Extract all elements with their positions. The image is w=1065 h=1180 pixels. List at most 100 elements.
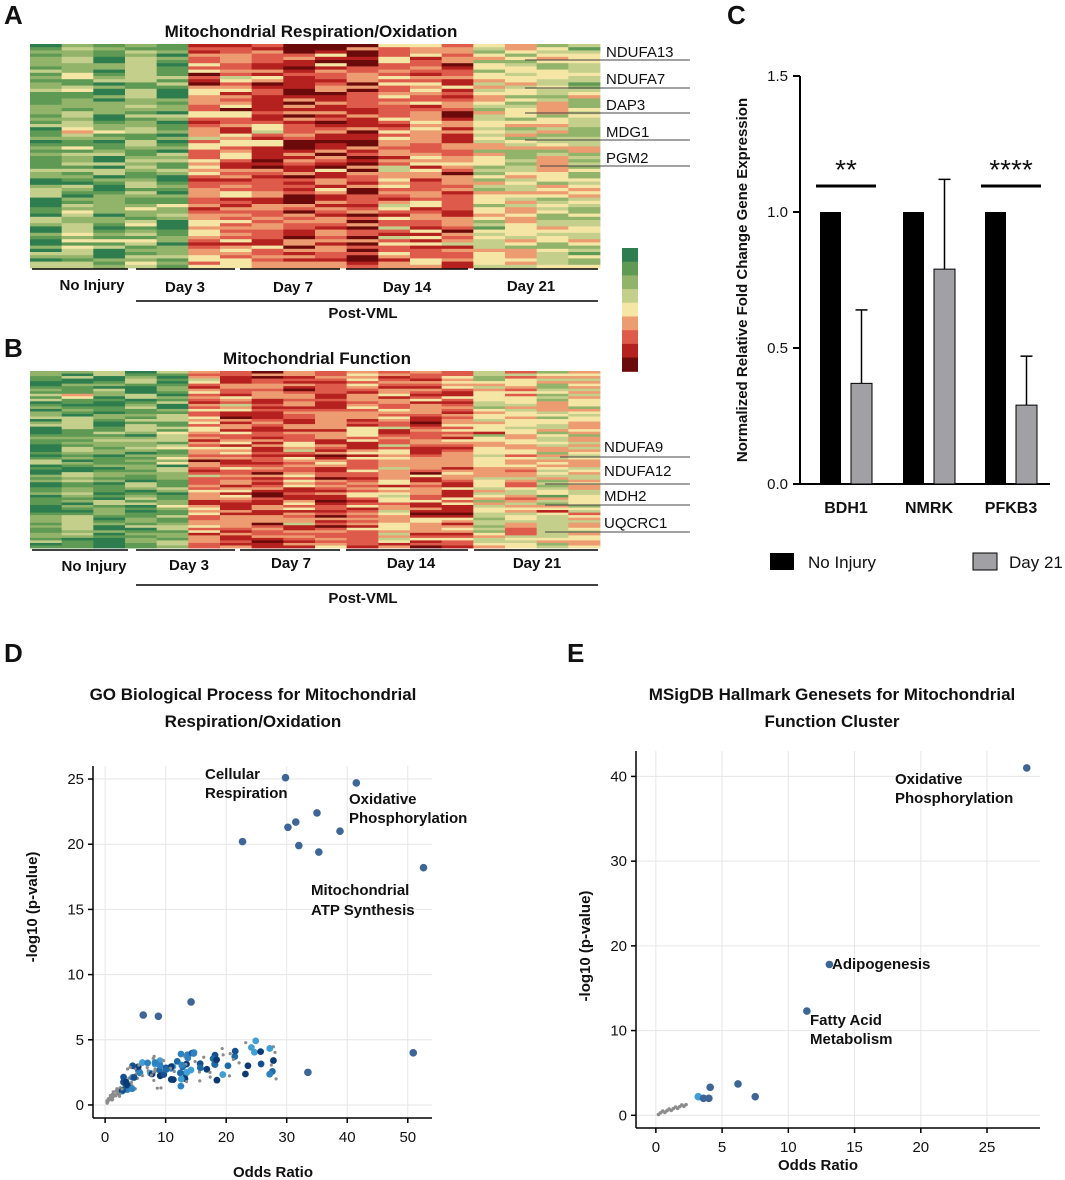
heatmap-a-cell (410, 117, 443, 122)
heatmap-a-cell (346, 69, 379, 74)
heatmap-b-cell (378, 540, 411, 544)
heatmap-a-cell (473, 92, 506, 96)
heatmap-a-cell (536, 220, 569, 224)
scatter-d-background-point (130, 1074, 138, 1081)
heatmap-a-cell (61, 264, 94, 269)
heatmap-b-cell (251, 446, 284, 450)
heatmap-b-cell (220, 542, 253, 546)
heatmap-b-cell (30, 515, 63, 519)
heatmap-b-cell (536, 494, 569, 498)
heatmap-a-cell (441, 149, 474, 154)
bar-no-injury-pfkb3 (985, 212, 1006, 484)
heatmap-a-cell (473, 232, 506, 237)
heatmap-a-cell (156, 98, 189, 102)
heatmap-a-cell (536, 60, 569, 64)
heatmap-b-cell (220, 512, 253, 516)
heatmap-a-cell (410, 124, 443, 128)
heatmap-b-cell (568, 429, 601, 433)
heatmap-b-cell (30, 434, 63, 438)
heatmap-a-cell (505, 172, 538, 176)
heatmap-b-cell (505, 474, 538, 478)
heatmap-a-cell (125, 261, 158, 266)
heatmap-a-cell (378, 200, 411, 205)
heatmap-a-cell (378, 261, 411, 266)
heatmap-a-cell (441, 47, 474, 51)
heatmap-b-cell (61, 477, 94, 481)
heatmap-b (30, 371, 601, 549)
scatter-e-annotation-fatty-acid-1: Fatty Acid (810, 1012, 882, 1029)
heatmap-b-cell (93, 487, 126, 491)
heatmap-b-cell (93, 419, 126, 422)
heatmap-b-cell (156, 378, 189, 382)
heatmap-b-cell (251, 522, 284, 526)
heatmap-a-cell (315, 248, 348, 253)
heatmap-b-cell (188, 388, 221, 392)
heatmap-b-cell (125, 419, 158, 422)
heatmap-b-cell (536, 386, 569, 390)
heatmap-b-cell (251, 419, 284, 422)
heatmap-a-cell (505, 156, 538, 160)
scatter-d-background-point (197, 1070, 202, 1074)
heatmap-a-cell (61, 258, 94, 262)
heatmap-a-cell (410, 191, 443, 195)
heatmap-b-cell (378, 469, 411, 473)
heatmap-b-cell (505, 391, 538, 395)
heatmap-a-cell (251, 156, 284, 160)
heatmap-a-cell (283, 152, 316, 157)
heatmap-a-cell (93, 101, 126, 106)
heatmap-b-cell (283, 525, 316, 529)
heatmap-a-cell (473, 69, 506, 74)
heatmap-b-cell (378, 527, 411, 531)
heatmap-b-cell (125, 373, 158, 377)
heatmap-b-cell (93, 484, 126, 488)
heatmap-a-cell (568, 44, 601, 48)
heatmap-b-cell (568, 388, 601, 392)
heatmap-a-post-vml: Post-VML (328, 305, 397, 322)
heatmap-a-cell (315, 60, 348, 64)
heatmap-b-cell (93, 383, 126, 387)
heatmap-b-cell (188, 459, 221, 463)
heatmap-b-cell (505, 406, 538, 410)
heatmap-a-cell (220, 229, 253, 234)
heatmap-b-cell (315, 517, 348, 521)
heatmap-b-cell (30, 406, 63, 410)
heatmap-a-cell (220, 82, 253, 86)
heatmap-b-cell (315, 436, 348, 440)
heatmap-a-cell (505, 204, 538, 208)
heatmap-b-cell (125, 537, 158, 541)
heatmap-a-cell (61, 236, 94, 240)
heatmap-b-cell (125, 439, 158, 443)
heatmap-a-cell (188, 252, 221, 256)
heatmap-a-cell (441, 117, 474, 122)
heatmap-b-cell (315, 398, 348, 402)
heatmap-a-cell (251, 210, 284, 214)
heatmap-a-cell (441, 220, 474, 224)
scatter-d-point (187, 998, 195, 1006)
heatmap-a-cell (441, 111, 474, 115)
heatmap-a-cell (441, 245, 474, 250)
heatmap-b-cell (188, 512, 221, 516)
heatmap-a-cell (30, 76, 63, 80)
heatmap-a-cell (283, 181, 316, 186)
heatmap-a-cell (346, 120, 379, 125)
heatmap-b-cell (568, 489, 601, 493)
heatmap-a-cell (30, 252, 63, 256)
heatmap-b-cell (188, 378, 221, 382)
heatmap-b-cell (315, 537, 348, 541)
heatmap-a-cell (283, 127, 316, 131)
heatmap-b-cell (473, 469, 506, 473)
heatmap-a-cell (220, 44, 253, 48)
heatmap-a-cell (346, 255, 379, 259)
heatmap-a-cell (568, 124, 601, 128)
heatmap-a-cell (93, 239, 126, 243)
heatmap-a-cell (156, 111, 189, 115)
heatmap-a-cell (410, 181, 443, 186)
heatmap-a-cell (315, 98, 348, 102)
heatmap-a-cell (156, 47, 189, 51)
heatmap-a-cell (568, 98, 601, 102)
heatmap-b-cell (283, 454, 316, 458)
heatmap-a-cell (473, 159, 506, 163)
heatmap-a-cell (441, 133, 474, 138)
heatmap-a-cell (30, 104, 63, 109)
